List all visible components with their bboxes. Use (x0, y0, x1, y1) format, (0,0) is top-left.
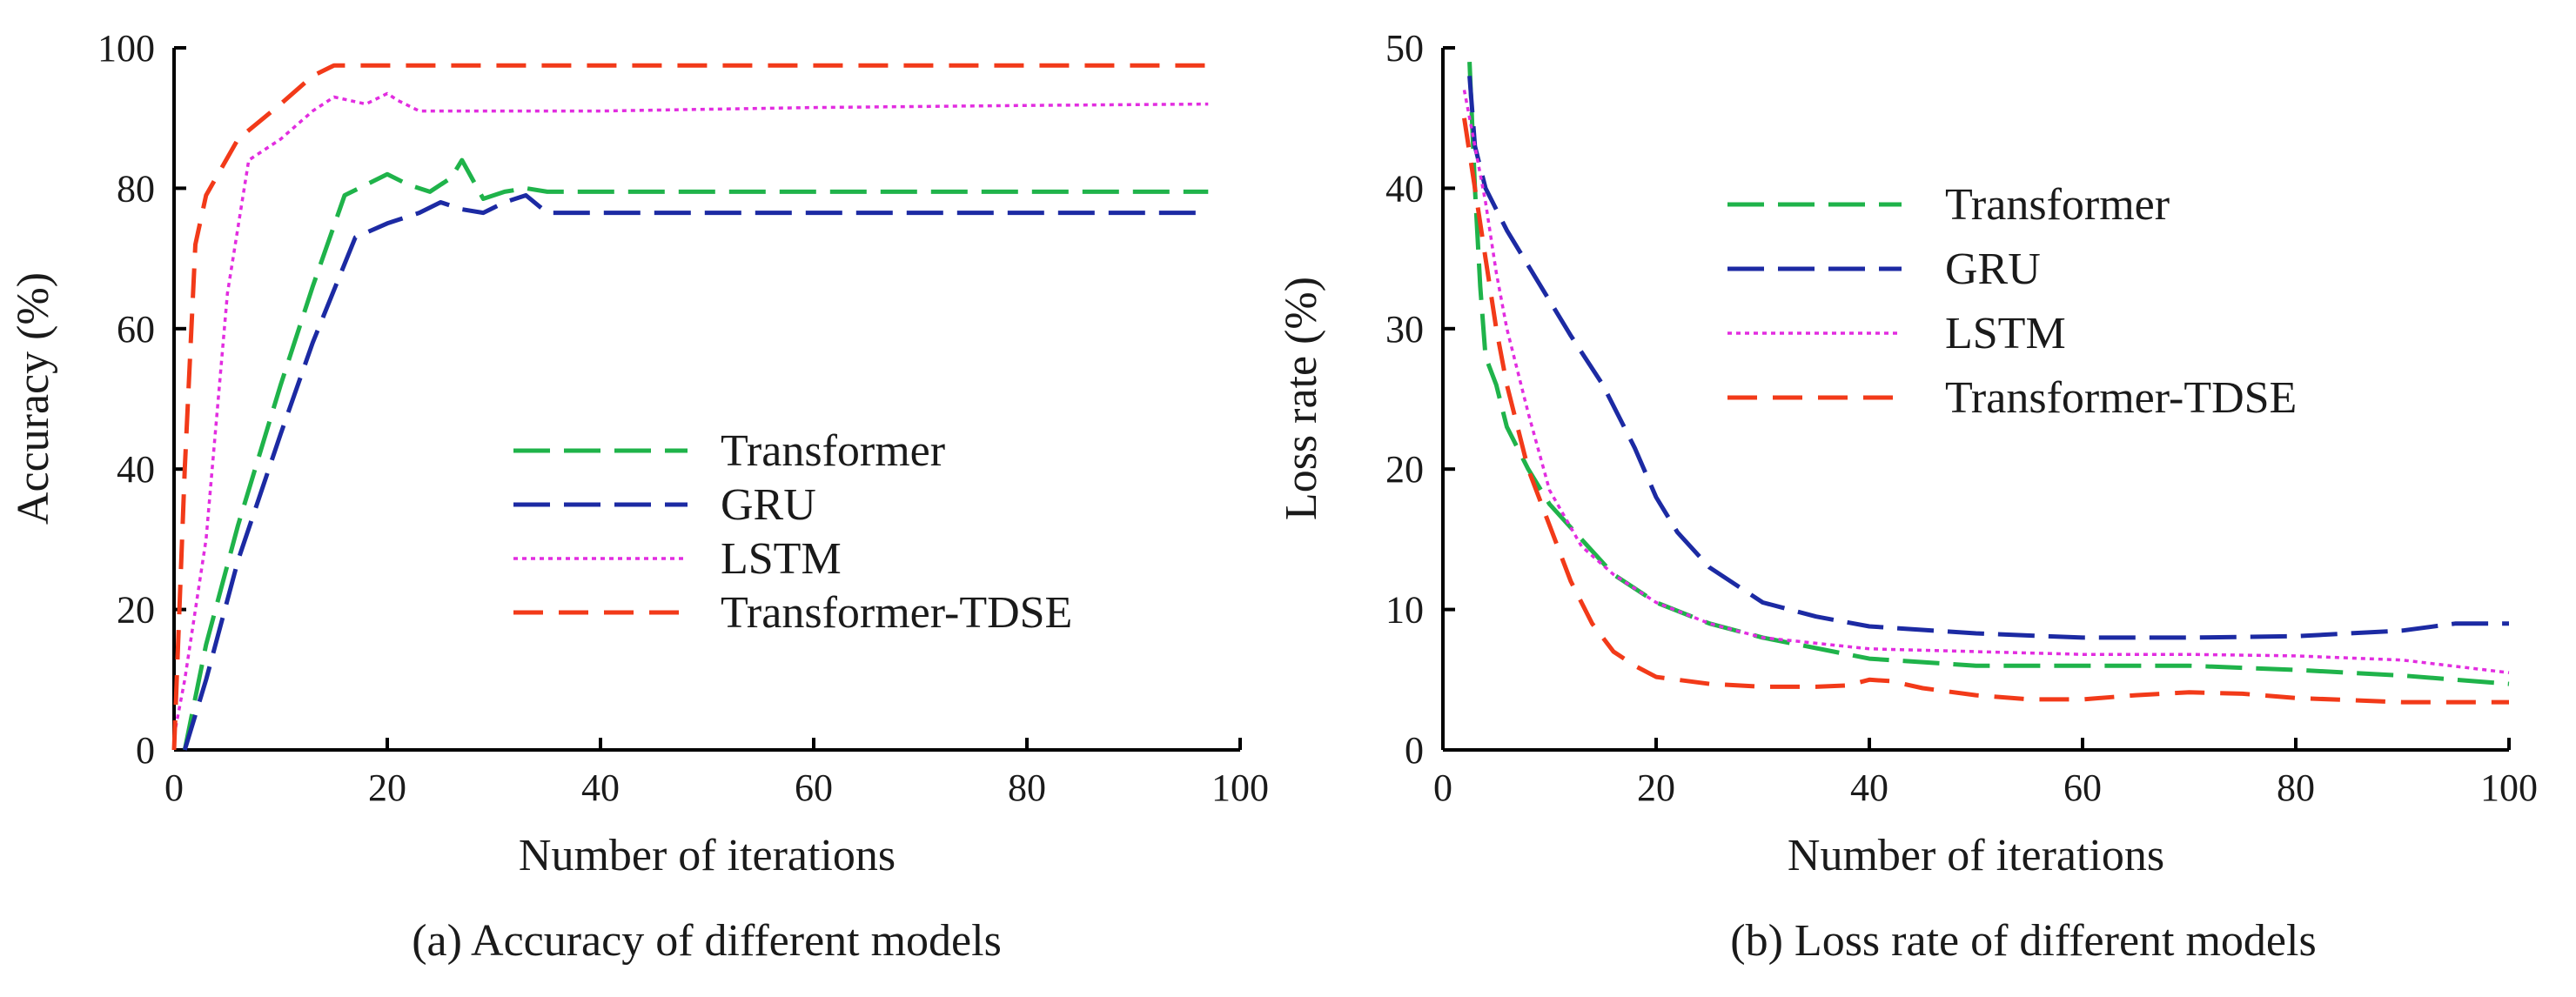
x-tick-label: 20 (368, 766, 406, 809)
y-tick-label: 100 (97, 27, 155, 70)
y-tick-label: 20 (117, 589, 155, 632)
x-tick-label: 60 (795, 766, 833, 809)
series-line-gru (182, 193, 1209, 751)
x-axis-label: Number of iterations (519, 831, 896, 880)
y-tick-label: 80 (117, 167, 155, 210)
x-tick-label: 80 (2277, 766, 2315, 809)
legend-label: Transformer-TDSE (1945, 373, 2297, 423)
chart-caption: (b) Loss rate of different models (1730, 916, 2316, 966)
x-tick-label: 100 (1211, 766, 1269, 809)
legend-label: Transformer (721, 426, 945, 476)
legend-label: Transformer (1945, 180, 2170, 230)
x-tick-label: 0 (1433, 766, 1452, 809)
y-tick-label: 50 (1385, 27, 1424, 70)
x-tick-label: 80 (1008, 766, 1046, 809)
legend-label: GRU (721, 480, 816, 530)
x-tick-label: 20 (1637, 766, 1675, 809)
series-line-gru (1467, 76, 2509, 640)
y-tick-label: 20 (1385, 448, 1424, 491)
y-tick-label: 0 (1405, 729, 1424, 772)
series-line-transformer-tdse (171, 63, 1209, 751)
y-tick-label: 30 (1385, 308, 1424, 351)
x-tick-label: 40 (1850, 766, 1888, 809)
series-line-transformer (182, 157, 1209, 751)
legend-label: GRU (1945, 244, 2041, 294)
legend-label: Transformer-TDSE (721, 588, 1072, 638)
series-line-transformer (1467, 61, 2510, 686)
y-tick-label: 40 (1385, 167, 1424, 210)
y-tick-label: 10 (1385, 589, 1424, 632)
series-line-transformer-tdse (1462, 117, 2509, 705)
chart-caption: (a) Accuracy of different models (412, 916, 1002, 966)
y-axis-label: Accuracy (%) (9, 272, 58, 525)
x-tick-label: 0 (164, 766, 184, 809)
legend-label: LSTM (721, 534, 842, 584)
x-tick-label: 100 (2480, 766, 2538, 809)
y-tick-label: 60 (117, 308, 155, 351)
legend-label: LSTM (1945, 309, 2066, 358)
series-line-lstm (1462, 90, 2510, 674)
x-axis-label: Number of iterations (1788, 831, 2164, 880)
x-tick-label: 60 (2063, 766, 2102, 809)
y-tick-label: 0 (136, 729, 155, 772)
accuracy-chart: 0 20 40 60 80 100 0 20 40 60 80 100 Number of iterat… (9, 27, 1269, 966)
loss-rate-chart: 0 20 40 60 80 100 0 10 20 30 40 50 Number of iterati… (1277, 27, 2538, 966)
x-tick-label: 40 (581, 766, 620, 809)
y-tick-label: 40 (117, 448, 155, 491)
y-axis-label: Loss rate (%) (1277, 277, 1326, 520)
